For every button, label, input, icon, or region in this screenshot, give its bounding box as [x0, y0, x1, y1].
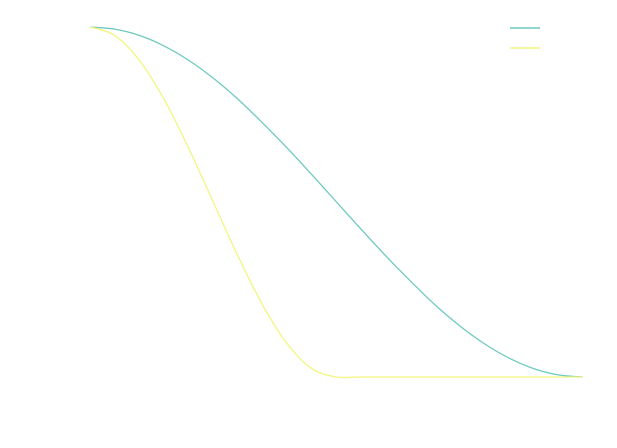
series-line-2	[89, 26, 583, 379]
series-layer	[89, 26, 584, 379]
legend	[510, 27, 540, 49]
series-line-1	[89, 26, 584, 378]
